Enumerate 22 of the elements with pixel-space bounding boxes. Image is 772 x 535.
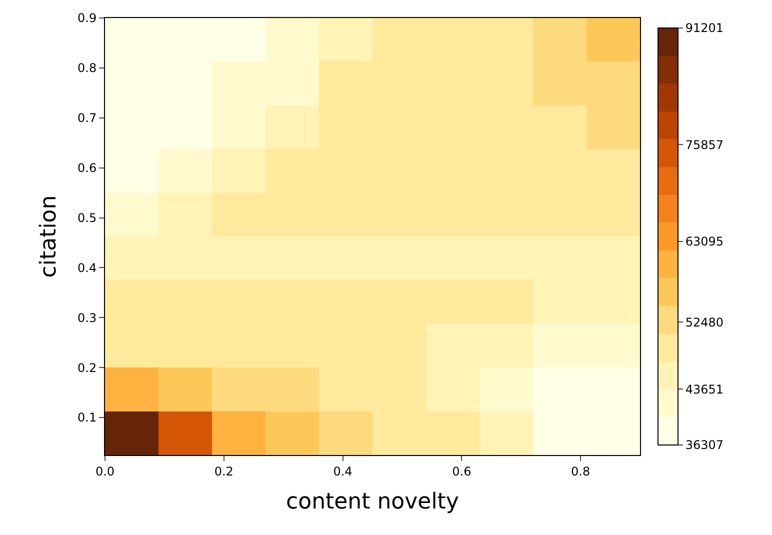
color-bar-label: 91201: [685, 21, 724, 36]
y-tick-label: 0.4: [78, 260, 97, 275]
x-tick-label: 0.6: [452, 464, 472, 478]
x-axis-title: content novelty: [286, 489, 459, 514]
x-tick-label: 0.8: [571, 464, 590, 478]
color-bar-label: 43651: [685, 382, 724, 396]
y-tick-label: 0.2: [78, 360, 97, 375]
y-tick-label: 0.3: [78, 310, 97, 325]
y-tick-label: 0.8: [78, 61, 97, 76]
x-tick-label: 0.2: [214, 464, 234, 478]
y-tick-label: 0.9: [78, 11, 97, 26]
x-tick-label: 0.4: [333, 464, 352, 478]
color-bar-label: 36307: [685, 438, 724, 452]
color-bar-label: 63095: [685, 234, 724, 249]
y-tick-label: 0.1: [78, 410, 97, 425]
y-tick-label: 0.6: [78, 161, 97, 176]
color-bar-label: 52480: [685, 315, 724, 330]
y-tick-label: 0.7: [78, 111, 97, 126]
x-tick-label: 0.0: [95, 464, 115, 478]
color-bar-label: 75857: [685, 138, 724, 152]
y-tick-label: 0.5: [78, 210, 97, 225]
y-axis-title: citation: [36, 195, 62, 278]
